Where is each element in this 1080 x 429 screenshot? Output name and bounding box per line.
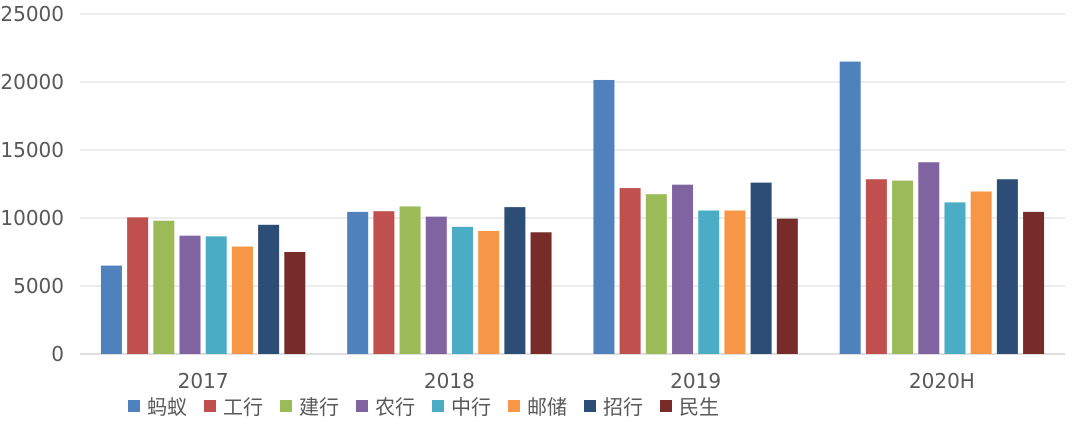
- legend-label: 民生: [679, 395, 719, 419]
- bar-蚂蚁-2019: [593, 79, 615, 355]
- bar-农行-2020H: [918, 162, 940, 354]
- bar-工行-2017: [127, 217, 149, 354]
- legend-item-邮储: 邮储: [508, 395, 567, 419]
- x-tick-label: 2018: [424, 369, 475, 393]
- bar-中行-2020H: [944, 202, 966, 354]
- legend: 蚂蚁 工行 建行 农行 中行 邮储 招行 民生: [128, 395, 719, 419]
- bar-民生-2018: [530, 232, 552, 354]
- legend-item-中行: 中行: [432, 395, 491, 419]
- bar-邮储-2017: [231, 246, 253, 354]
- bar-邮储-2018: [478, 230, 500, 354]
- bar-中行-2019: [698, 210, 720, 354]
- legend-label: 蚂蚁: [147, 395, 187, 419]
- bar-民生-2020H: [1023, 211, 1045, 354]
- bar-建行-2020H: [892, 180, 914, 354]
- y-tick-label: 10000: [0, 206, 64, 230]
- bar-民生-2017: [284, 252, 306, 354]
- y-tick-label: 0: [51, 342, 64, 366]
- x-tick-label: 2020H: [909, 369, 975, 393]
- bar-农行-2019: [672, 184, 694, 354]
- legend-label: 邮储: [527, 395, 567, 419]
- bar-农行-2017: [179, 235, 201, 354]
- legend-swatch: [356, 400, 368, 412]
- legend-swatch: [280, 400, 292, 412]
- y-tick-label: 15000: [0, 138, 64, 162]
- bars: [100, 61, 1045, 355]
- bar-蚂蚁-2020H: [839, 61, 861, 354]
- bar-工行-2018: [373, 211, 395, 354]
- bar-招行-2018: [504, 207, 526, 354]
- bar-中行-2017: [205, 236, 227, 354]
- legend-item-建行: 建行: [280, 395, 339, 419]
- legend-label: 工行: [223, 395, 263, 419]
- bar-民生-2019: [776, 218, 798, 354]
- legend-item-工行: 工行: [204, 395, 263, 419]
- y-tick-label: 5000: [13, 274, 64, 298]
- bar-邮储-2020H: [970, 191, 992, 354]
- x-tick-label: 2019: [670, 369, 721, 393]
- bar-工行-2020H: [865, 179, 887, 354]
- bar-建行-2018: [399, 206, 421, 354]
- x-axis-ticks: 2017 2018 2019 2020H: [178, 369, 975, 393]
- bar-招行-2020H: [996, 179, 1018, 354]
- y-tick-label: 20000: [0, 70, 64, 94]
- legend-swatch: [432, 400, 444, 412]
- bar-中行-2018: [451, 226, 473, 354]
- legend-label: 招行: [603, 395, 643, 419]
- legend-label: 建行: [299, 395, 339, 419]
- legend-item-蚂蚁: 蚂蚁: [128, 395, 187, 419]
- y-axis-ticks: 0 5000 10000 15000 20000 25000: [0, 2, 64, 366]
- legend-swatch: [584, 400, 596, 412]
- bar-农行-2018: [425, 216, 447, 354]
- legend-item-招行: 招行: [584, 395, 643, 419]
- legend-label: 农行: [375, 395, 415, 419]
- legend-item-农行: 农行: [356, 395, 415, 419]
- bar-蚂蚁-2018: [347, 211, 369, 354]
- legend-swatch: [128, 400, 140, 412]
- legend-swatch: [660, 400, 672, 412]
- legend-swatch: [204, 400, 216, 412]
- bar-建行-2019: [645, 194, 667, 354]
- legend-item-民生: 民生: [660, 395, 719, 419]
- gridlines: [80, 13, 1065, 355]
- bar-工行-2019: [619, 188, 641, 354]
- y-tick-label: 25000: [0, 2, 64, 26]
- legend-label: 中行: [451, 395, 491, 419]
- legend-swatch: [508, 400, 520, 412]
- bar-建行-2017: [153, 220, 175, 354]
- bar-蚂蚁-2017: [100, 265, 122, 354]
- bar-招行-2019: [750, 182, 772, 354]
- bar-邮储-2019: [724, 210, 746, 354]
- bar-招行-2017: [258, 224, 280, 354]
- x-tick-label: 2017: [178, 369, 229, 393]
